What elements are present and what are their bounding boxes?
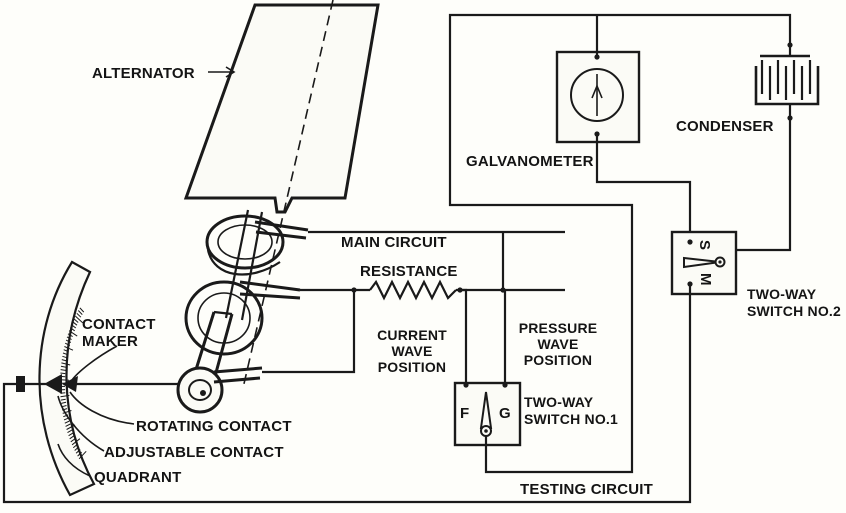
contact-maker-label-line-2: MAKER — [82, 333, 138, 350]
quadrant-tick — [60, 394, 70, 398]
quadrant — [38, 260, 96, 497]
quadrant-tick — [74, 446, 80, 451]
quadrant-tick — [62, 355, 68, 359]
quadrant-label: QUADRANT — [94, 469, 181, 486]
galvanometer-label: GALVANOMETER — [466, 153, 594, 170]
quadrant-tick — [60, 365, 66, 368]
quadrant-tick — [63, 349, 69, 353]
switch1-terminal-g: G — [499, 405, 511, 422]
galvanometer — [555, 15, 692, 242]
condenser-label: CONDENSER — [676, 118, 774, 135]
quadrant-tick — [64, 346, 74, 351]
current-wave-label-line-1: CURRENT — [377, 327, 447, 343]
switch2-label-line-1: TWO-WAY — [747, 286, 817, 302]
quadrant-tick — [78, 450, 87, 460]
quadrant-tick — [64, 342, 71, 346]
quadrant-tick — [72, 443, 78, 449]
contact-maker — [16, 374, 178, 394]
switch2-label-line-2: SWITCH NO.2 — [747, 303, 841, 319]
condenser — [595, 13, 820, 252]
main-circuit-wires — [262, 230, 565, 374]
quadrant-tick — [69, 435, 75, 440]
quadrant-tick — [73, 318, 79, 323]
quadrant-tick — [61, 401, 67, 404]
quadrant-tick — [68, 330, 78, 337]
switch1-label-line-2: SWITCH NO.1 — [524, 411, 618, 427]
quadrant-tick — [68, 432, 74, 437]
switch2-terminal-s: S — [696, 240, 713, 250]
two-way-switch-1 — [448, 13, 634, 474]
quadrant-tick — [77, 310, 83, 315]
quadrant-tick — [62, 352, 68, 356]
resistance-label: RESISTANCE — [360, 263, 458, 280]
quadrant-tick — [67, 333, 73, 338]
quadrant-tick — [75, 449, 81, 454]
quadrant-tick — [60, 369, 66, 371]
switch2-terminal-m: M — [697, 273, 714, 286]
current-wave-label-line-3: POSITION — [378, 359, 447, 375]
quadrant-tick — [72, 321, 78, 326]
quadrant-tick — [71, 438, 81, 446]
quadrant-tick — [79, 307, 85, 313]
pressure-wave-label-line-2: WAVE — [538, 336, 579, 352]
quadrant-tick — [67, 429, 73, 434]
alternator-label: ALTERNATOR — [92, 65, 195, 82]
quadrant-tick — [75, 315, 84, 324]
quadrant-tick — [65, 339, 72, 343]
quadrant-tick — [69, 327, 75, 332]
contact-maker-label-line-1: CONTACT — [82, 316, 156, 333]
quadrant-tick — [62, 410, 72, 414]
rotating-contact-label: ROTATING CONTACT — [136, 418, 292, 435]
pressure-wave-label-line-3: POSITION — [524, 352, 593, 368]
pressure-wave-label-line-1: PRESSURE — [519, 320, 598, 336]
quadrant-tick — [61, 362, 71, 366]
switch1-terminal-f: F — [460, 405, 469, 422]
rotating-shaft — [176, 310, 263, 414]
quadrant-tick — [77, 451, 82, 457]
alternator — [183, 0, 380, 389]
main-circuit-label: MAIN CIRCUIT — [341, 234, 447, 251]
quadrant-tick — [65, 423, 71, 427]
slip-ring-upper — [205, 214, 309, 276]
quadrant-tick — [71, 324, 77, 329]
quadrant-tick — [66, 336, 72, 340]
adjustable-contact-label: ADJUSTABLE CONTACT — [104, 444, 284, 461]
switch1-label-line-1: TWO-WAY — [524, 394, 594, 410]
quadrant-tick — [60, 372, 66, 375]
quadrant-tick — [64, 420, 70, 424]
quadrant-tick — [61, 359, 67, 362]
two-way-switch-2 — [2, 230, 738, 504]
current-wave-label-line-2: WAVE — [392, 343, 433, 359]
testing-circuit-label: TESTING CIRCUIT — [520, 481, 653, 498]
quadrant-tick — [70, 438, 76, 443]
quadrant-tick — [60, 398, 66, 401]
leader-lines — [57, 66, 236, 477]
quadrant-tick — [76, 312, 82, 318]
